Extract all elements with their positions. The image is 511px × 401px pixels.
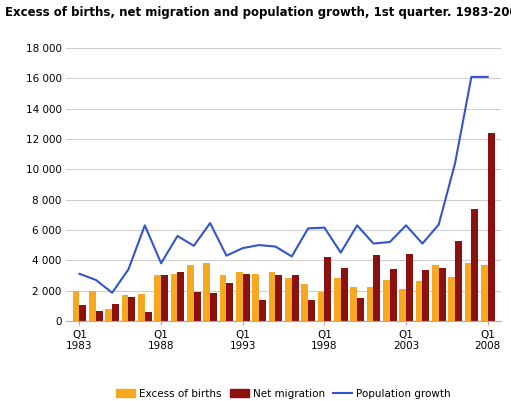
Bar <box>128 297 135 321</box>
Bar <box>481 265 487 321</box>
Bar <box>366 288 374 321</box>
Bar <box>145 312 152 321</box>
Population growth <box>240 246 246 251</box>
Bar <box>210 293 217 321</box>
Bar <box>448 277 455 321</box>
Population growth <box>109 290 115 295</box>
Bar <box>220 275 226 321</box>
Population growth <box>223 253 229 258</box>
Bar <box>226 283 234 321</box>
Bar <box>374 255 380 321</box>
Bar <box>350 288 357 321</box>
Population growth <box>191 243 197 248</box>
Text: Excess of births, net migration and population growth, 1st quarter. 1983-2008: Excess of births, net migration and popu… <box>5 6 511 19</box>
Bar <box>406 254 413 321</box>
Bar <box>89 290 96 321</box>
Bar <box>341 268 347 321</box>
Bar <box>161 275 168 321</box>
Bar <box>138 294 145 321</box>
Bar <box>399 289 406 321</box>
Population growth <box>272 244 278 249</box>
Population growth <box>452 161 458 166</box>
Bar <box>105 309 112 321</box>
Bar <box>455 241 462 321</box>
Bar <box>194 292 201 321</box>
Population growth <box>305 226 311 231</box>
Bar <box>259 300 266 321</box>
Bar <box>334 278 341 321</box>
Bar <box>292 275 298 321</box>
Population growth <box>354 223 360 228</box>
Population growth <box>370 241 377 246</box>
Bar <box>415 282 423 321</box>
Bar <box>432 265 439 321</box>
Bar <box>464 263 471 321</box>
Bar <box>243 274 250 321</box>
Bar <box>96 311 103 321</box>
Bar <box>177 272 184 321</box>
Bar <box>357 298 364 321</box>
Bar <box>203 263 210 321</box>
Bar <box>73 290 80 321</box>
Population growth <box>125 267 131 272</box>
Legend: Excess of births, Net migration, Population growth: Excess of births, Net migration, Populat… <box>112 385 455 401</box>
Bar <box>187 265 194 321</box>
Population growth <box>387 240 393 245</box>
Population growth <box>321 225 328 230</box>
Bar <box>487 133 495 321</box>
Bar <box>439 268 446 321</box>
Bar <box>317 292 324 321</box>
Bar <box>154 275 161 321</box>
Bar <box>301 284 308 321</box>
Population growth <box>338 250 344 255</box>
Population growth <box>142 223 148 228</box>
Bar <box>112 304 119 321</box>
Bar <box>308 300 315 321</box>
Population growth <box>403 223 409 228</box>
Bar <box>236 272 243 321</box>
Population growth <box>77 271 83 276</box>
Population growth <box>468 75 474 79</box>
Population growth <box>256 243 262 247</box>
Bar <box>285 278 292 321</box>
Bar <box>471 209 478 321</box>
Bar <box>324 257 331 321</box>
Bar <box>275 275 282 321</box>
Population growth <box>436 222 442 227</box>
Population growth <box>174 233 180 238</box>
Population growth <box>158 261 164 265</box>
Population growth <box>484 75 491 79</box>
Population growth <box>289 254 295 259</box>
Line: Population growth: Population growth <box>80 77 487 293</box>
Bar <box>383 280 390 321</box>
Bar <box>269 272 275 321</box>
Bar <box>252 274 259 321</box>
Population growth <box>420 241 426 246</box>
Bar <box>390 269 397 321</box>
Bar <box>122 295 128 321</box>
Bar <box>171 274 177 321</box>
Bar <box>80 305 86 321</box>
Bar <box>423 270 429 321</box>
Population growth <box>93 277 99 282</box>
Population growth <box>207 221 213 225</box>
